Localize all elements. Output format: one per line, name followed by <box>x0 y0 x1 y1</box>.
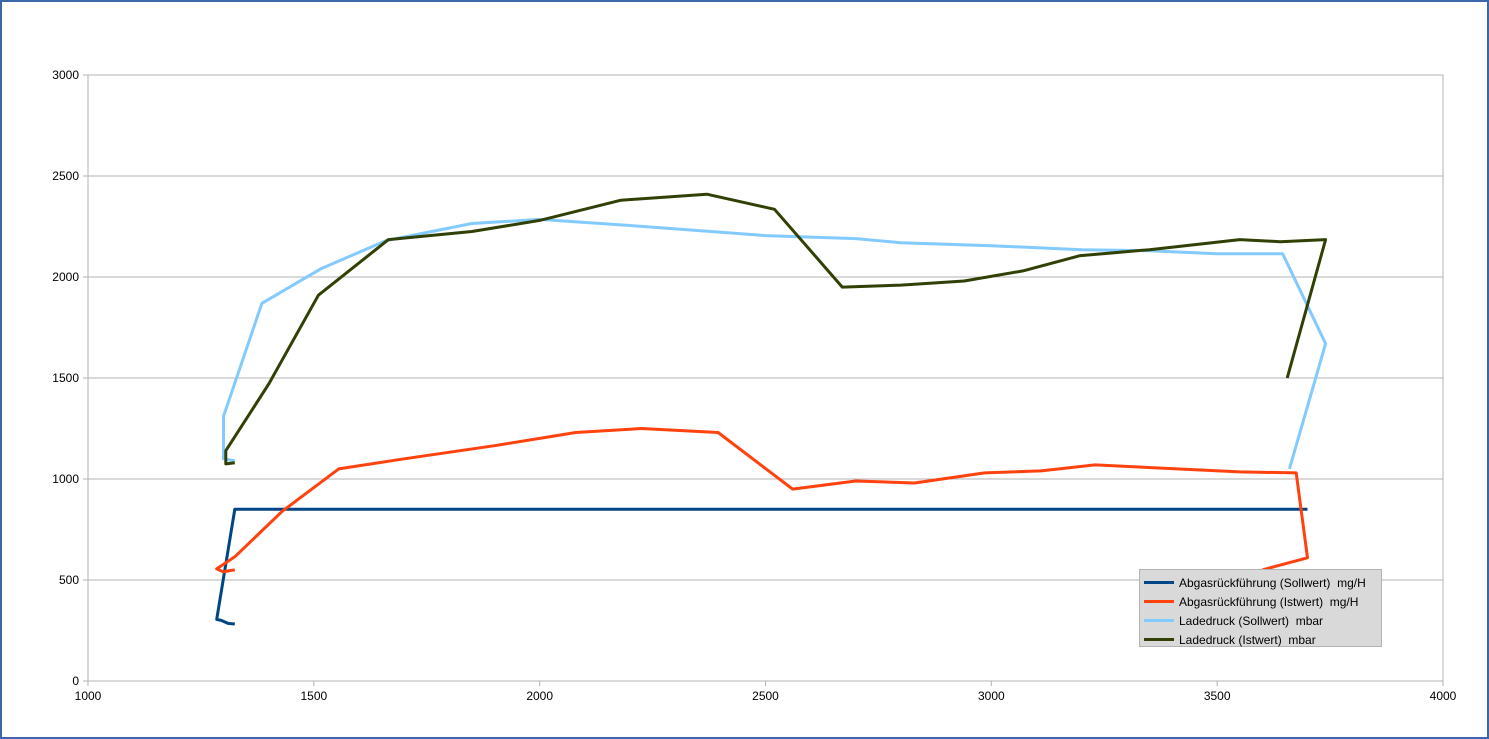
legend-item: Abgasrückführung (Istwert) mg/H <box>1140 592 1381 611</box>
y-tick-label: 500 <box>59 573 79 587</box>
x-tick-label: 2500 <box>752 689 779 703</box>
series-group <box>215 192 1328 626</box>
y-tick-label: 2000 <box>52 270 79 284</box>
legend-item: Ladedruck (Istwert) mbar <box>1140 630 1381 649</box>
legend-swatch <box>1144 600 1174 603</box>
x-tick-label: 4000 <box>1430 689 1457 703</box>
legend-label: Abgasrückführung (Istwert) mg/H <box>1179 594 1359 609</box>
y-tick-label: 3000 <box>52 68 79 82</box>
legend-swatch <box>1144 619 1174 622</box>
y-tick-label: 1000 <box>52 472 79 486</box>
series-line-3 <box>222 217 1328 470</box>
series-line-1 <box>215 507 1308 626</box>
legend-item: Ladedruck (Sollwert) mbar <box>1140 611 1381 630</box>
y-tick-label: 0 <box>72 674 79 688</box>
series-line-2 <box>215 427 1309 574</box>
series-line-4 <box>224 192 1328 466</box>
y-tick-label: 2500 <box>52 169 79 183</box>
legend-label: Ladedruck (Istwert) mbar <box>1179 632 1316 647</box>
y-tick-label: 1500 <box>52 371 79 385</box>
legend-swatch <box>1144 638 1174 641</box>
legend: Abgasrückführung (Sollwert) mg/H Abgasrüc… <box>1139 569 1382 647</box>
x-tick-label: 1000 <box>75 689 102 703</box>
x-tick-label: 2000 <box>526 689 553 703</box>
legend-label: Ladedruck (Sollwert) mbar <box>1179 613 1324 628</box>
legend-swatch <box>1144 581 1174 584</box>
legend-label: Abgasrückführung (Sollwert) mg/H <box>1179 575 1366 590</box>
y-axis: 0 500 1000 1500 2000 2500 3000 <box>52 68 88 688</box>
legend-item: Abgasrückführung (Sollwert) mg/H <box>1140 573 1381 592</box>
x-tick-label: 3000 <box>978 689 1005 703</box>
x-tick-label: 3500 <box>1204 689 1231 703</box>
x-tick-label: 1500 <box>300 689 327 703</box>
x-axis: 1000 1500 2000 2500 3000 3500 4000 <box>75 681 1457 703</box>
